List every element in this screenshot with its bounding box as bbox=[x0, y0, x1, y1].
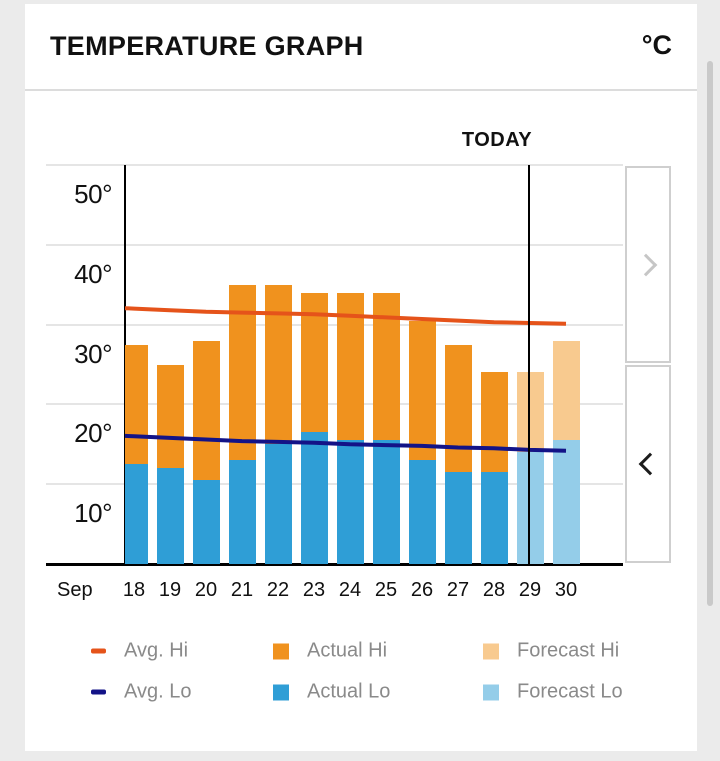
chevron-right-icon bbox=[634, 253, 658, 276]
legend-item-forecast-lo: Forecast Lo bbox=[483, 681, 623, 704]
avg-hi-line bbox=[125, 306, 567, 326]
x-tick-label-22: 22 bbox=[266, 579, 290, 601]
gridline-40 bbox=[46, 243, 623, 246]
lo-segment bbox=[480, 472, 508, 564]
previous-period-button[interactable] bbox=[625, 365, 671, 563]
lo-segment bbox=[552, 440, 580, 564]
legend-item-actual-lo: Actual Lo bbox=[273, 681, 390, 704]
actual-bar-22[interactable] bbox=[264, 284, 292, 564]
x-tick-label-27: 27 bbox=[446, 579, 470, 601]
avg-lo-swatch-icon bbox=[91, 689, 106, 695]
lo-segment bbox=[156, 468, 184, 564]
gridline-50 bbox=[46, 164, 623, 166]
hi-segment bbox=[192, 340, 220, 481]
average-lines bbox=[125, 306, 567, 453]
gridline-30 bbox=[46, 323, 623, 326]
actual-bar-28[interactable] bbox=[480, 372, 508, 564]
x-tick-label-23: 23 bbox=[302, 579, 326, 601]
actual-hi-swatch-icon bbox=[273, 643, 289, 659]
gridline-20 bbox=[46, 403, 623, 406]
today-marker-line bbox=[528, 165, 530, 564]
lo-segment bbox=[192, 480, 220, 564]
forecast-bar-29[interactable] bbox=[516, 372, 544, 564]
x-tick-label-24: 24 bbox=[338, 579, 362, 601]
lo-segment bbox=[228, 460, 256, 564]
y-tick-label-50: 50° bbox=[74, 179, 112, 209]
hi-segment bbox=[516, 372, 544, 453]
legend-label: Actual Lo bbox=[307, 680, 391, 703]
next-period-button[interactable] bbox=[625, 166, 671, 363]
forecast-hi-swatch-icon bbox=[483, 643, 499, 659]
legend-item-forecast-hi: Forecast Hi bbox=[483, 640, 619, 663]
x-tick-label-19: 19 bbox=[158, 579, 182, 601]
y-tick-label-30: 30° bbox=[74, 338, 112, 369]
lo-segment bbox=[300, 432, 328, 564]
x-axis-month-label: Sep bbox=[57, 579, 93, 601]
avg-lo-line bbox=[125, 433, 567, 453]
legend-item-avg-hi: Avg. Hi bbox=[91, 640, 188, 663]
chevron-left-icon bbox=[638, 452, 662, 476]
legend-label: Avg. Hi bbox=[124, 639, 189, 662]
y-tick-label-20: 20° bbox=[74, 418, 112, 449]
y-tick-label-40: 40° bbox=[74, 258, 112, 289]
x-tick-label-30: 30 bbox=[554, 579, 578, 601]
x-axis-line bbox=[46, 563, 623, 566]
legend-label: Forecast Lo bbox=[517, 680, 623, 703]
actual-bar-26[interactable] bbox=[408, 320, 436, 564]
lo-segment bbox=[516, 452, 544, 564]
lo-segment bbox=[264, 444, 292, 564]
actual-bar-27[interactable] bbox=[444, 344, 472, 564]
hi-segment bbox=[552, 340, 580, 441]
legend-label: Forecast Hi bbox=[517, 639, 620, 662]
x-tick-label-29: 29 bbox=[518, 579, 542, 601]
forecast-bar-30[interactable] bbox=[552, 340, 580, 564]
lo-segment bbox=[336, 440, 364, 564]
hi-segment bbox=[408, 320, 436, 461]
actual-bar-20[interactable] bbox=[192, 340, 220, 564]
lo-segment bbox=[372, 440, 400, 564]
x-tick-label-25: 25 bbox=[374, 579, 398, 601]
hi-segment bbox=[480, 372, 508, 473]
header-divider bbox=[25, 89, 697, 91]
actual-lo-swatch-icon bbox=[273, 684, 289, 700]
hi-segment bbox=[156, 364, 184, 469]
lo-segment bbox=[408, 460, 436, 564]
legend-item-avg-lo: Avg. Lo bbox=[91, 681, 191, 704]
legend-label: Avg. Lo bbox=[124, 680, 192, 703]
legend-item-actual-hi: Actual Hi bbox=[273, 640, 387, 663]
avg-hi-swatch-icon bbox=[91, 648, 106, 654]
hi-segment bbox=[444, 344, 472, 473]
page-title: TEMPERATURE GRAPH bbox=[50, 31, 364, 61]
unit-toggle[interactable]: °C bbox=[641, 30, 672, 60]
y-tick-label-10: 10° bbox=[74, 498, 112, 529]
x-tick-label-21: 21 bbox=[230, 579, 254, 601]
x-tick-label-20: 20 bbox=[194, 579, 218, 601]
lo-segment bbox=[444, 472, 472, 564]
today-label: TODAY bbox=[461, 129, 533, 151]
legend-label: Actual Hi bbox=[307, 639, 388, 662]
actual-bar-19[interactable] bbox=[156, 364, 184, 564]
scrollbar-thumb[interactable] bbox=[707, 61, 713, 606]
x-tick-label-28: 28 bbox=[482, 579, 506, 601]
lo-segment bbox=[125, 464, 148, 564]
gridline-10 bbox=[46, 483, 623, 486]
x-tick-label-18: 18 bbox=[122, 579, 146, 601]
forecast-lo-swatch-icon bbox=[483, 684, 499, 700]
x-tick-label-26: 26 bbox=[410, 579, 434, 601]
